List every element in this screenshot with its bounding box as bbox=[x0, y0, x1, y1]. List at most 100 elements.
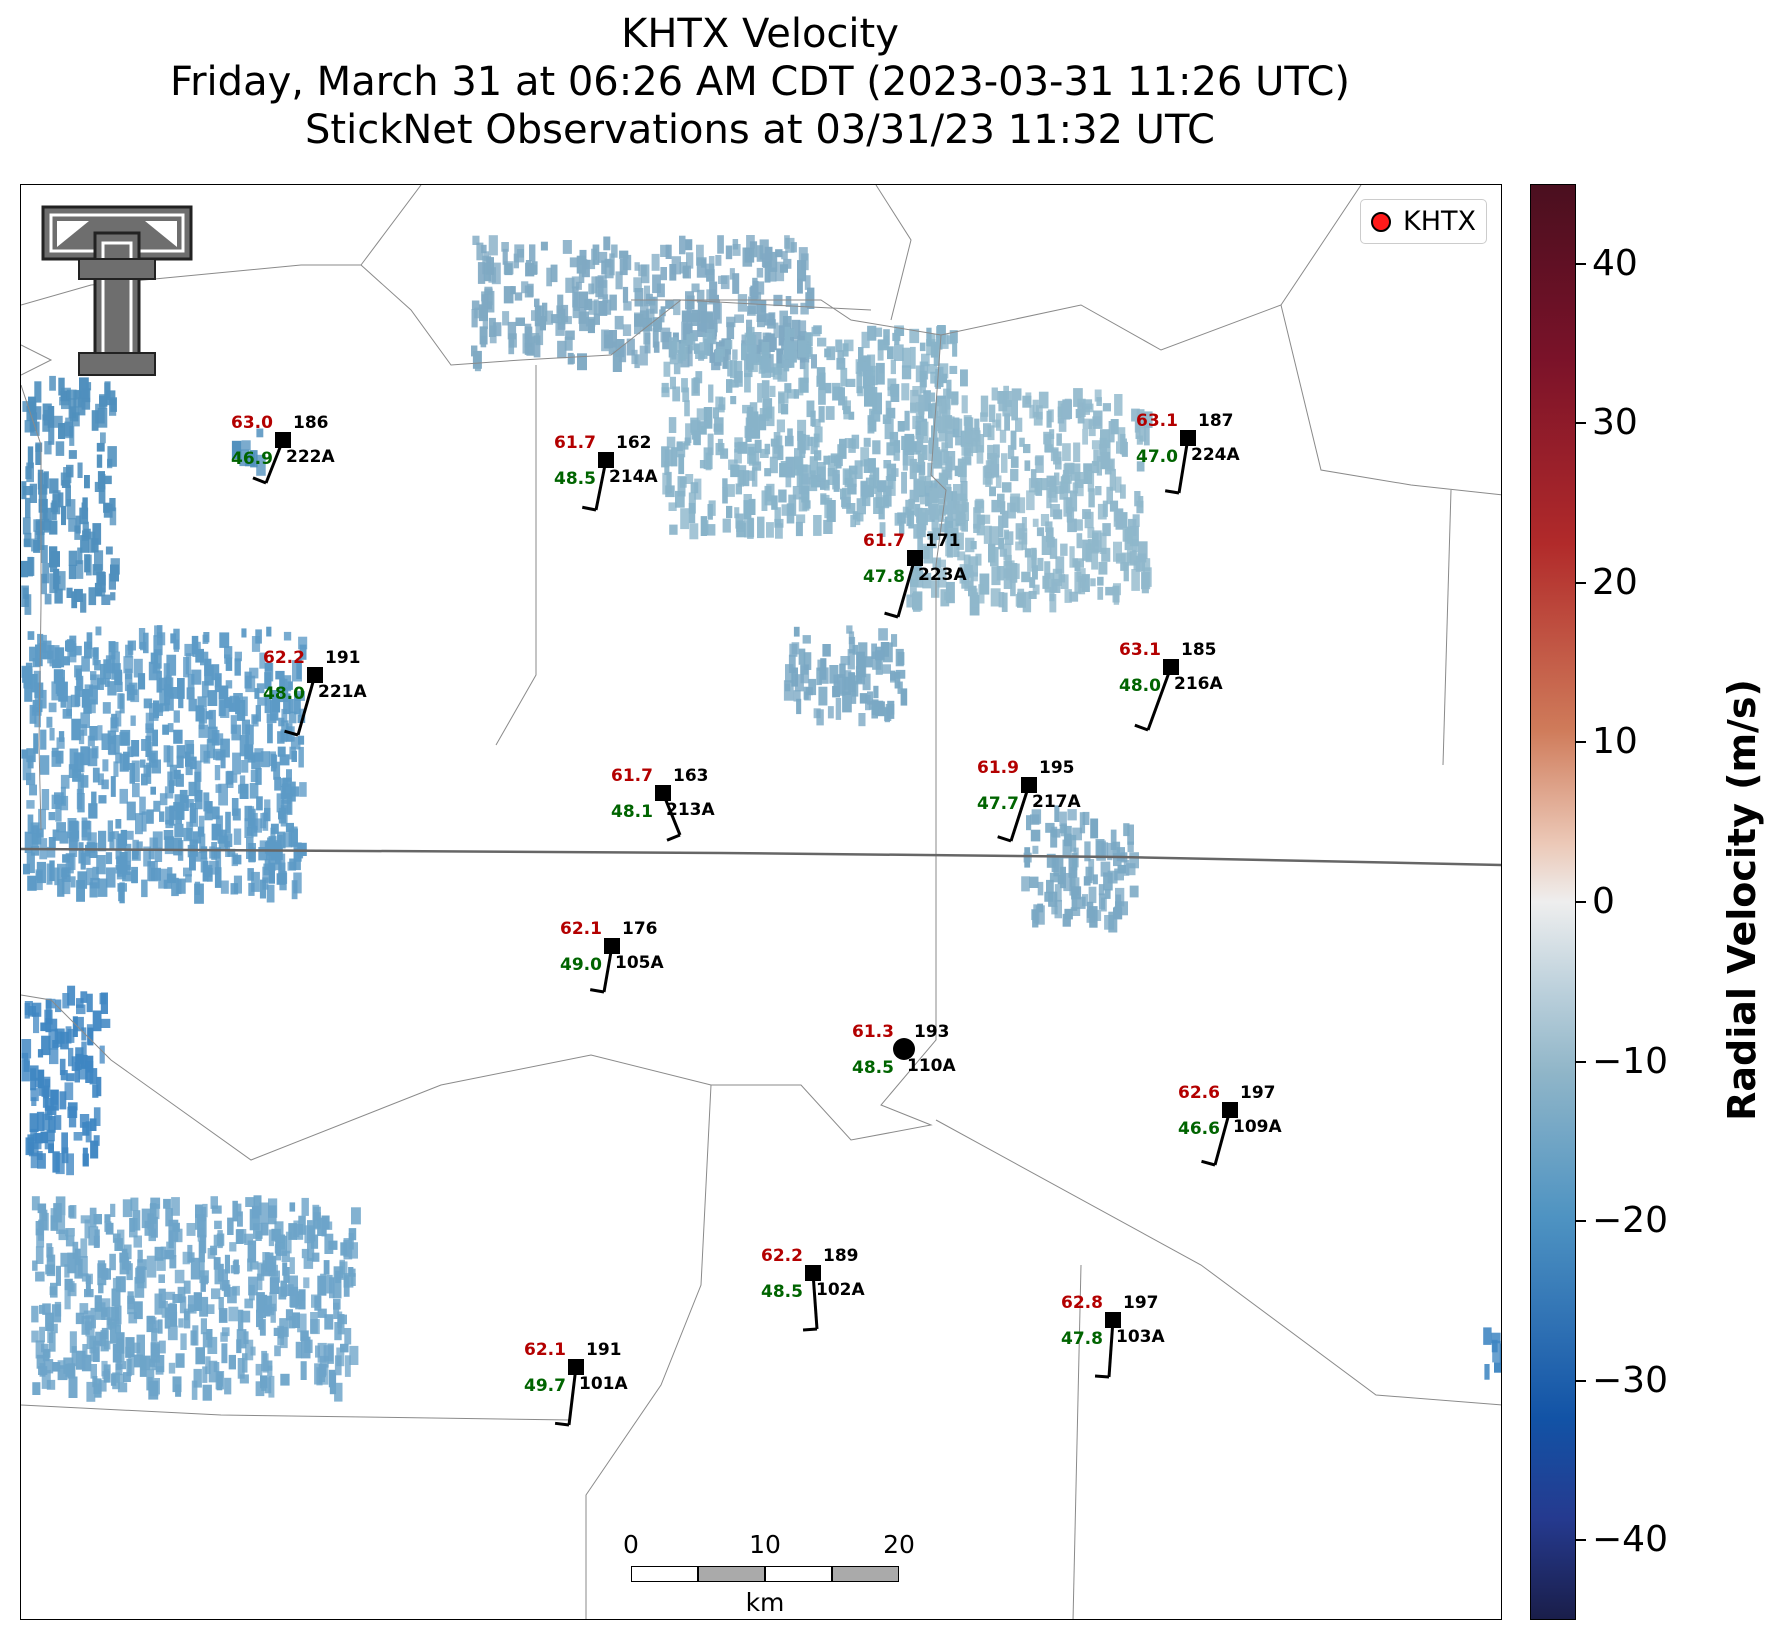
dewpoint-label: 48.0 bbox=[1119, 676, 1161, 696]
echo-gate bbox=[197, 1228, 205, 1242]
echo-gate bbox=[281, 708, 288, 723]
echo-gate bbox=[55, 571, 66, 591]
echo-gate bbox=[268, 853, 276, 871]
echo-gate bbox=[169, 764, 177, 786]
echo-gate bbox=[639, 345, 648, 366]
echo-gate bbox=[54, 792, 64, 805]
echo-gate bbox=[195, 1204, 203, 1218]
echo-gate bbox=[910, 346, 916, 369]
echo-gate bbox=[481, 294, 489, 308]
echo-gate bbox=[348, 1232, 354, 1250]
echo-gate bbox=[930, 537, 937, 549]
echo-gate bbox=[39, 1326, 45, 1343]
echo-gate bbox=[127, 1291, 134, 1304]
echo-gate bbox=[634, 288, 644, 307]
colorbar-tick bbox=[1576, 1379, 1586, 1382]
echo-gate bbox=[847, 483, 857, 495]
wind-barb bbox=[1177, 437, 1190, 494]
echo-gate bbox=[929, 487, 940, 503]
echo-gate bbox=[939, 523, 948, 533]
echo-gate bbox=[1138, 496, 1144, 508]
echo-gate bbox=[220, 700, 230, 718]
echo-gate bbox=[858, 642, 868, 658]
echo-gate bbox=[798, 247, 808, 261]
echo-gate bbox=[245, 1339, 254, 1361]
echo-gate bbox=[843, 400, 851, 420]
echo-gate bbox=[290, 781, 296, 802]
echo-gate bbox=[761, 342, 770, 363]
echo-gate bbox=[242, 1353, 248, 1373]
echo-gate bbox=[94, 1378, 102, 1398]
echo-gate bbox=[1011, 388, 1022, 401]
echo-gate bbox=[818, 387, 826, 405]
echo-gate bbox=[131, 866, 138, 884]
echo-gate bbox=[274, 1221, 284, 1243]
wind-barb-flag bbox=[1164, 489, 1180, 495]
echo-gate bbox=[185, 799, 194, 808]
colorbar-tick-label: −20 bbox=[1592, 1200, 1668, 1242]
echo-gate bbox=[741, 334, 747, 346]
echo-gate bbox=[88, 803, 98, 819]
echo-gate bbox=[1049, 587, 1055, 602]
echo-gate bbox=[26, 772, 36, 786]
echo-gate bbox=[214, 733, 224, 746]
echo-gate bbox=[1087, 470, 1095, 492]
echo-gate bbox=[1038, 391, 1049, 409]
echo-gate bbox=[107, 681, 117, 696]
echo-gate bbox=[836, 357, 846, 370]
echo-gate bbox=[69, 821, 80, 842]
echo-gate bbox=[726, 316, 736, 328]
echo-gate bbox=[937, 485, 946, 505]
echo-gate bbox=[586, 259, 596, 270]
colorbar-tick bbox=[1576, 1220, 1586, 1223]
echo-gate bbox=[769, 385, 776, 397]
echo-gate bbox=[480, 335, 487, 348]
echo-gate bbox=[273, 761, 281, 780]
echo-gate bbox=[146, 1315, 154, 1333]
echo-gate bbox=[1102, 403, 1111, 412]
echo-gate bbox=[83, 703, 92, 714]
echo-gate bbox=[44, 1079, 51, 1088]
echo-gate bbox=[848, 411, 855, 420]
echo-gate bbox=[143, 846, 151, 867]
echo-gate bbox=[69, 1281, 75, 1292]
echo-gate bbox=[1002, 482, 1012, 493]
echo-gate bbox=[334, 1322, 342, 1341]
echo-gate bbox=[918, 394, 925, 415]
echo-gate bbox=[615, 271, 623, 290]
echo-gate bbox=[146, 1255, 157, 1278]
echo-gate bbox=[178, 1318, 184, 1328]
echo-gate bbox=[700, 426, 707, 435]
echo-gate bbox=[110, 564, 119, 582]
echo-gate bbox=[805, 687, 813, 696]
echo-gate bbox=[960, 369, 968, 387]
echo-gate bbox=[313, 1212, 321, 1230]
echo-gate bbox=[107, 458, 113, 469]
echo-gate bbox=[128, 641, 134, 655]
echo-gate bbox=[591, 248, 597, 260]
echo-gate bbox=[874, 700, 884, 710]
echo-gate bbox=[344, 1355, 351, 1377]
echo-gate bbox=[793, 690, 801, 702]
echo-gate bbox=[168, 780, 175, 794]
echo-gate bbox=[150, 1342, 156, 1356]
echo-gate bbox=[937, 449, 948, 466]
echo-gate bbox=[785, 237, 795, 253]
echo-gate bbox=[21, 1052, 29, 1062]
echo-gate bbox=[80, 712, 90, 728]
echo-gate bbox=[1011, 400, 1018, 421]
echo-gate bbox=[236, 700, 246, 721]
echo-gate bbox=[542, 302, 548, 322]
echo-gate bbox=[777, 368, 788, 382]
echo-gate bbox=[123, 751, 130, 770]
echo-gate bbox=[858, 347, 864, 368]
wind-direction-label: 176 bbox=[622, 919, 658, 939]
echo-gate bbox=[937, 568, 947, 588]
echo-gate bbox=[190, 756, 197, 770]
echo-gate bbox=[210, 1196, 218, 1209]
echo-gate bbox=[56, 822, 66, 833]
echo-gate bbox=[27, 556, 33, 577]
echo-gate bbox=[1116, 847, 1125, 862]
echo-gate bbox=[798, 340, 807, 358]
